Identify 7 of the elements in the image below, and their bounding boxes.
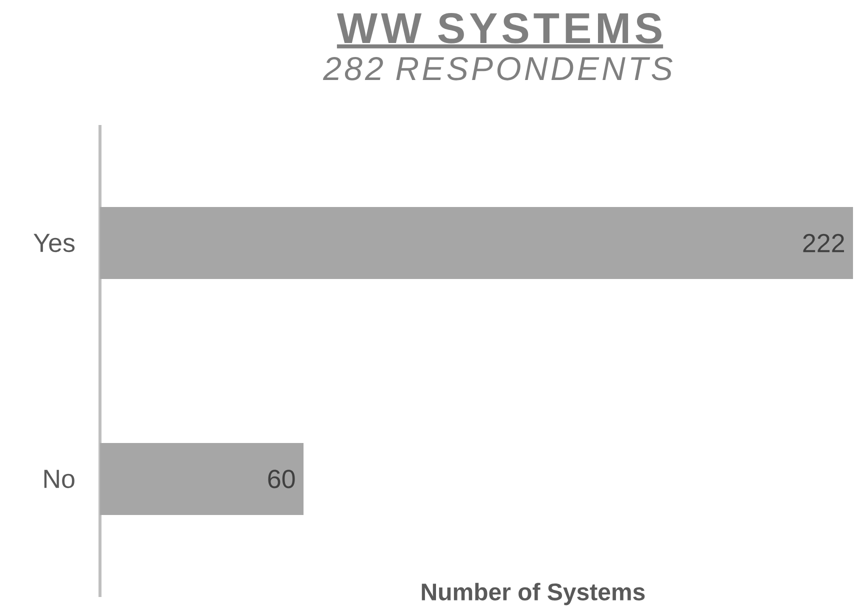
- chart-subtitle: 282 RESPONDENTS: [322, 56, 672, 80]
- y-tick-label: No: [44, 470, 74, 488]
- chart-title: WW SYSTEMS: [336, 12, 662, 44]
- data-label: 60: [268, 470, 295, 488]
- data-label: 222: [803, 234, 844, 252]
- y-tick-label: Yes: [34, 234, 75, 252]
- x-axis-title: Number of Systems: [422, 582, 645, 606]
